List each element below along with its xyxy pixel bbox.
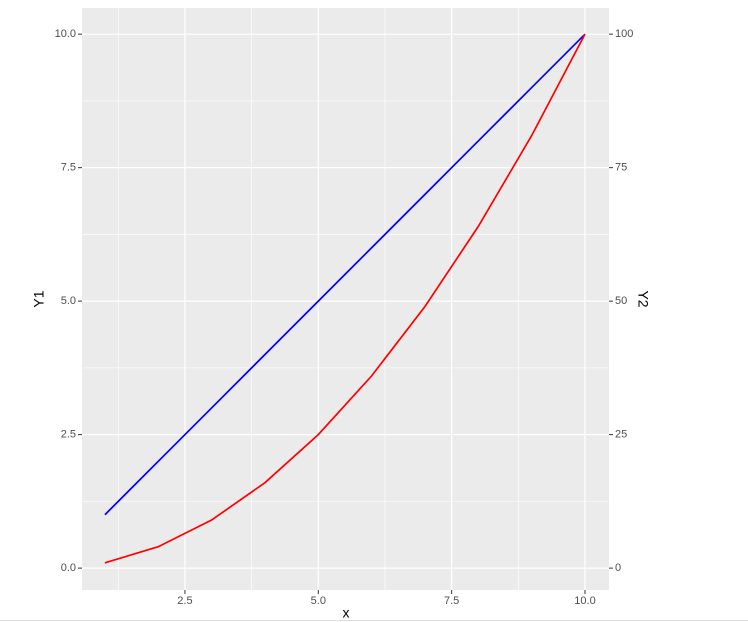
y2-axis-title: Y2: [635, 290, 651, 307]
y-tick-label: 5.0: [61, 295, 76, 307]
y-tick-label: 0.0: [61, 562, 76, 574]
marks: [104, 33, 586, 564]
x-tick-label: 10.0: [574, 595, 595, 607]
x-axis-title: x: [343, 605, 350, 621]
y2-tick-label: 75: [615, 162, 627, 174]
y2-tick-label: 50: [615, 295, 627, 307]
y-tick-label: 2.5: [61, 429, 76, 441]
x-tick-label: 2.5: [177, 595, 192, 607]
y-axis-title: Y1: [31, 290, 47, 307]
series-line: [104, 33, 586, 516]
series-line: [104, 33, 586, 564]
y-tick-label: 7.5: [61, 162, 76, 174]
y2-tick-label: 100: [615, 28, 633, 40]
y-tick-label: 10.0: [55, 28, 76, 40]
x-tick-label: 7.5: [444, 595, 459, 607]
grid: [82, 8, 609, 590]
y2-tick-label: 25: [615, 429, 627, 441]
panel: [82, 8, 609, 590]
x-tick-label: 5.0: [311, 595, 326, 607]
y2-tick-label: 0: [615, 562, 621, 574]
